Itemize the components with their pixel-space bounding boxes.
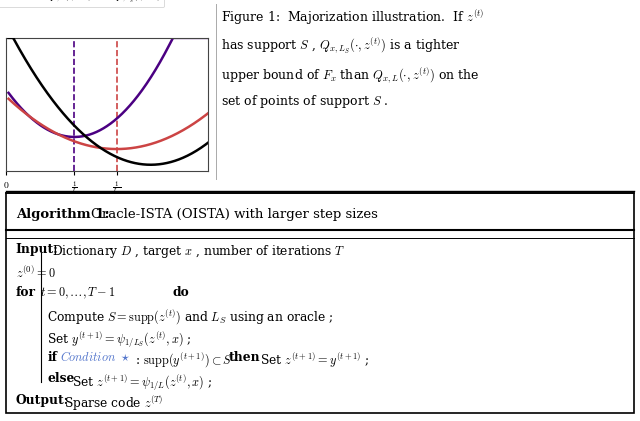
Y-axis label: Cost function: Cost function <box>0 67 2 141</box>
FancyBboxPatch shape <box>6 193 634 413</box>
Legend: $F_x$, $Q_{x,L}(\cdot, z^{(t)})$, $Q_{x,L_S}(\cdot, z^{(t)})$: $F_x$, $Q_{x,L}(\cdot, z^{(t)})$, $Q_{x,… <box>0 0 164 7</box>
Text: if: if <box>47 351 57 364</box>
Text: then: then <box>229 351 260 364</box>
Text: $Condition\ \star$: $Condition\ \star$ <box>60 351 130 364</box>
Text: Output:: Output: <box>16 394 69 407</box>
Text: Dictionary $D$ , target $x$ , number of iterations $T$: Dictionary $D$ , target $x$ , number of … <box>52 243 345 260</box>
Text: $z^{(0)} = 0$: $z^{(0)} = 0$ <box>16 265 56 281</box>
Text: Set $z^{(t+1)} = y^{(t+1)}$ ;: Set $z^{(t+1)} = y^{(t+1)}$ ; <box>260 351 370 370</box>
Text: : $\mathrm{supp}(y^{(t+1)}) \subset S$: : $\mathrm{supp}(y^{(t+1)}) \subset S$ <box>135 351 232 370</box>
Text: Set $y^{(t+1)} = \psi_{1/L_S}(z^{(t)}, x)$ ;: Set $y^{(t+1)} = \psi_{1/L_S}(z^{(t)}, x… <box>47 329 192 349</box>
Text: $t = 0, \ldots, T-1$: $t = 0, \ldots, T-1$ <box>40 286 116 301</box>
Text: Set $z^{(t+1)} = \psi_{1/L}(z^{(t)}, x)$ ;: Set $z^{(t+1)} = \psi_{1/L}(z^{(t)}, x)$… <box>72 372 212 392</box>
Text: Algorithm 1:: Algorithm 1: <box>16 208 109 221</box>
Text: do: do <box>173 286 189 299</box>
Text: Compute $S = \mathrm{supp}(z^{(t)})$ and $L_S$ using an oracle ;: Compute $S = \mathrm{supp}(z^{(t)})$ and… <box>47 308 333 327</box>
Text: Oracle-ISTA (OISTA) with larger step sizes: Oracle-ISTA (OISTA) with larger step siz… <box>91 208 378 221</box>
Text: Input:: Input: <box>16 243 58 256</box>
Text: Figure 1:  Majorization illustration.  If $z^{(t)}$
has support $S$ , $Q_{x,L_S}: Figure 1: Majorization illustration. If … <box>221 8 484 110</box>
Text: for: for <box>16 286 36 299</box>
Text: else: else <box>47 372 74 385</box>
X-axis label: Step size: Step size <box>82 201 132 211</box>
Text: Sparse code $z^{(T)}$: Sparse code $z^{(T)}$ <box>64 394 164 413</box>
